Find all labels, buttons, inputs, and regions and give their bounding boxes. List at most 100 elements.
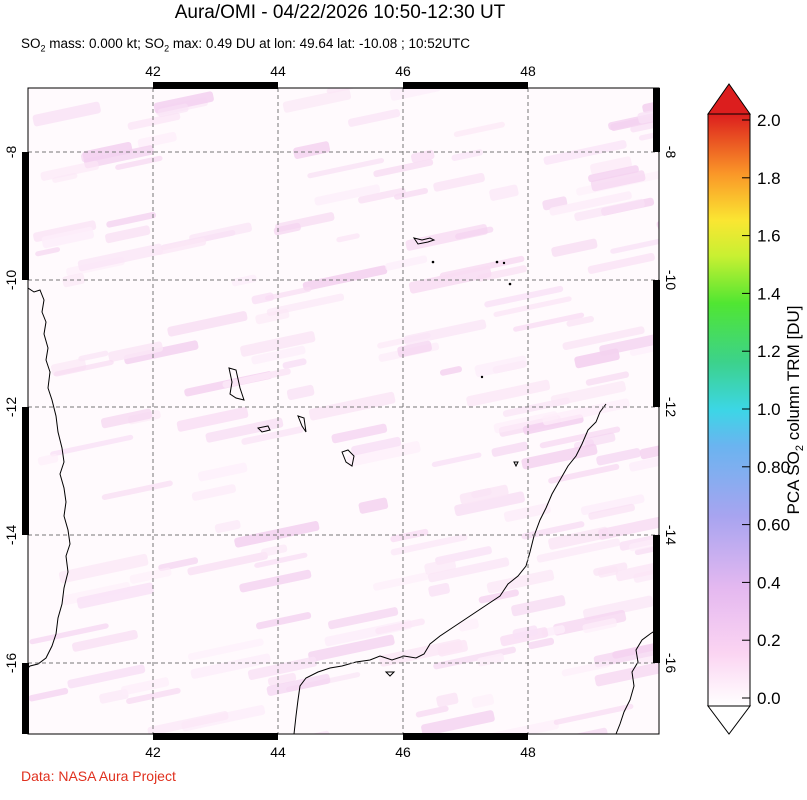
so2-streak: [40, 160, 99, 181]
so2-streak: [424, 558, 457, 575]
so2-streak: [664, 127, 713, 144]
lat-tick-left: -8: [3, 146, 19, 159]
so2-streak: [37, 453, 59, 466]
so2-field: [28, 88, 713, 734]
aldabra: [412, 237, 436, 245]
so2-streak: [302, 265, 388, 291]
so2-streak: [582, 595, 654, 621]
so2-streak: [176, 407, 249, 432]
so2-streak: [466, 379, 551, 407]
so2-streak: [77, 243, 163, 272]
so2-streak: [197, 462, 248, 482]
so2-streak: [375, 618, 425, 635]
so2-streak: [477, 265, 527, 282]
so2-streak: [256, 612, 312, 630]
so2-streak: [639, 437, 659, 460]
colorbar: 2.0 1.8 1.6 1.4 1.2 1.0 0.80 0.60 0.4 0.2 0.0 PCA …: [707, 83, 806, 735]
lon-labels: 42 44 46 48 42 44 46 48: [145, 63, 536, 760]
so2-streak: [190, 653, 271, 679]
so2-streak: [550, 380, 626, 407]
so2-streak: [455, 226, 494, 240]
anjouan: [297, 415, 307, 433]
so2-streak: [566, 315, 595, 327]
so2-streak: [336, 233, 360, 243]
so2-streak: [157, 103, 189, 118]
so2-streak: [542, 398, 630, 426]
colorbar-min-arrow: [707, 705, 751, 735]
lon-tick-top: 46: [395, 63, 411, 79]
so2-streak: [615, 557, 659, 582]
so2-streak: [282, 88, 352, 113]
so2-streak: [437, 639, 468, 657]
so2-streak: [331, 423, 388, 444]
colorbar-tick-label: 0.80: [757, 458, 790, 477]
so2-streak: [491, 441, 529, 457]
lat-tick-left: -14: [3, 525, 19, 545]
so2-streak: [239, 569, 312, 593]
so2-streak: [308, 634, 395, 663]
grande-comore: [228, 367, 245, 401]
so2-streak: [189, 222, 253, 244]
so2-streak: [83, 145, 154, 169]
so2-streak: [385, 255, 428, 271]
so2-streak: [512, 625, 538, 640]
so2-streak: [307, 158, 385, 179]
so2-streak: [436, 692, 459, 708]
so2-streak: [101, 480, 173, 500]
map-subtitle: SO2 mass: 0.000 kt; SO2 max: 0.49 DU at …: [21, 36, 471, 54]
so2-streak: [28, 687, 69, 702]
so2-streak: [587, 252, 655, 274]
nosy-be: [513, 461, 519, 468]
so2-streak: [348, 109, 401, 127]
so2-streak: [126, 687, 181, 705]
so2-streak: [53, 359, 114, 377]
so2-streak: [439, 366, 462, 376]
so2-streak: [67, 664, 146, 689]
so2-streak: [358, 497, 389, 514]
so2-streak: [115, 155, 163, 170]
mayotte: [341, 449, 355, 467]
so2-streak: [612, 637, 659, 659]
so2-streak: [167, 311, 248, 337]
colorbar-tick-label: 1.0: [757, 400, 781, 419]
so2-streak: [551, 238, 598, 257]
lat-tick-right: -16: [663, 653, 679, 673]
so2-streak: [205, 417, 284, 443]
so2-streak: [191, 484, 237, 501]
colorbar-tick-label: 0.4: [757, 573, 781, 592]
so2-streak: [346, 441, 421, 467]
so2-streak: [231, 274, 257, 287]
so2-streak: [590, 156, 632, 176]
so2-streak: [373, 572, 429, 591]
europa-islet: [384, 671, 396, 677]
so2-streak: [76, 582, 154, 609]
lat-labels: -8 -10 -12 -14 -16 -8 -10 -12 -14 -16: [3, 146, 679, 674]
colorbar-title: PCA SO2 column TRM [DU]: [784, 306, 806, 515]
so2-streak: [351, 436, 402, 456]
so2-streak: [598, 516, 659, 540]
so2-streak: [155, 237, 207, 256]
so2-streak: [493, 296, 572, 317]
so2-streak: [597, 566, 619, 578]
so2-streak: [41, 226, 95, 249]
so2-streak: [282, 358, 307, 369]
so2-streak: [629, 538, 659, 552]
so2-streak: [489, 184, 519, 201]
lon-tick-top: 42: [145, 63, 161, 79]
so2-streak: [588, 165, 639, 183]
lon-tick-bottom: 42: [145, 744, 161, 760]
so2-streak: [427, 557, 510, 583]
so2-streak: [50, 434, 134, 457]
so2-streak: [451, 149, 483, 161]
so2-streak: [241, 426, 304, 445]
so2-streak: [562, 326, 645, 351]
colorbar-tick-label: 1.2: [757, 342, 781, 361]
so2-streak: [484, 285, 564, 308]
so2-streak: [358, 187, 406, 204]
so2-streak: [511, 595, 566, 617]
so2-streak: [503, 503, 551, 522]
lat-tick-left: -16: [3, 653, 19, 673]
so2-streak: [222, 368, 291, 388]
so2-streak: [543, 140, 627, 165]
madagascar-coastline: [615, 627, 659, 734]
